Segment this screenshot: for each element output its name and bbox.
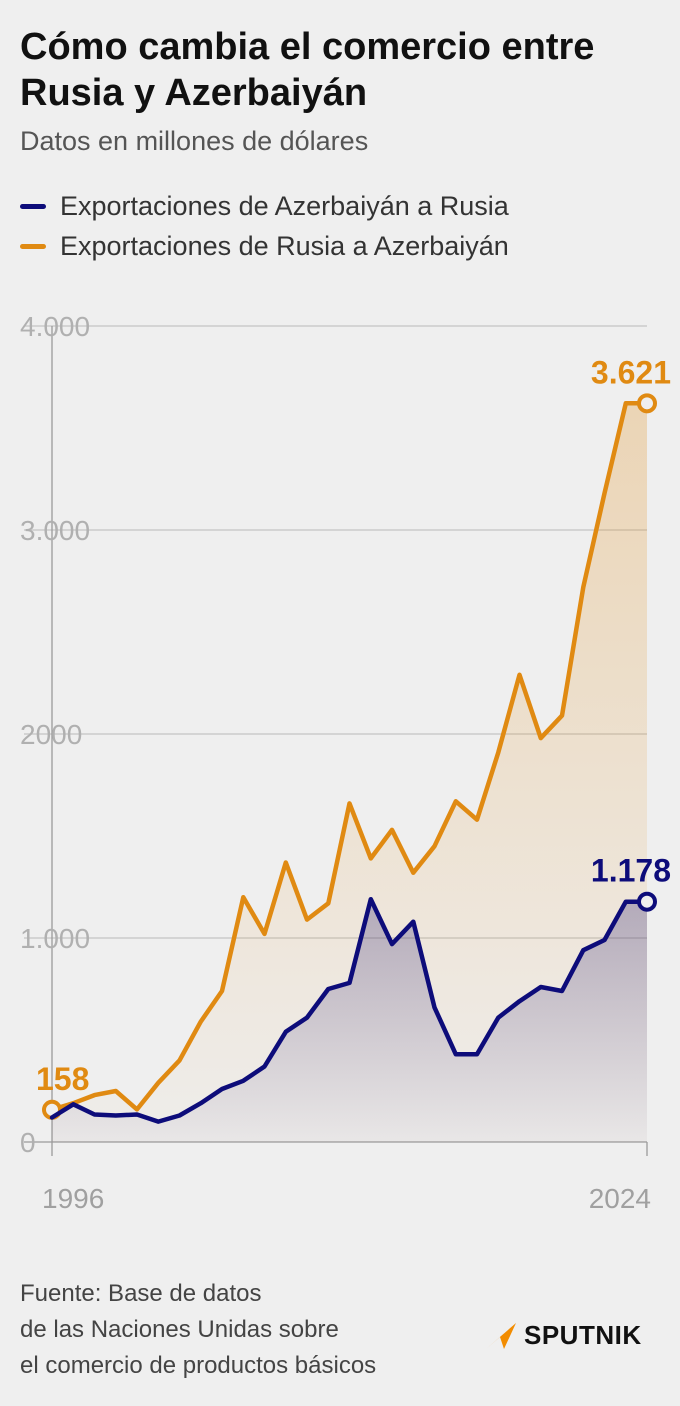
y-tick-label: 4.000 bbox=[20, 311, 90, 342]
source-note: Fuente: Base de datos de las Naciones Un… bbox=[20, 1276, 376, 1384]
sputnik-logo: SPUTNIK bbox=[484, 1320, 642, 1351]
legend-item-azerbaijan-exports: Exportaciones de Azerbaiyán a Rusia bbox=[20, 186, 509, 226]
series-end-marker-1 bbox=[639, 894, 655, 910]
chart-title: Cómo cambia el comercio entre Rusia y Az… bbox=[20, 24, 660, 116]
y-tick-label: 2000 bbox=[20, 719, 82, 750]
series-end-label-0: 3.621 bbox=[591, 354, 671, 390]
y-tick-label: 3.000 bbox=[20, 515, 90, 546]
chart-subtitle: Datos en millones de dólares bbox=[20, 126, 368, 157]
x-tick-label: 2024 bbox=[589, 1183, 651, 1214]
legend-label: Exportaciones de Azerbaiyán a Rusia bbox=[60, 191, 509, 222]
series-start-label-0: 158 bbox=[36, 1061, 89, 1097]
source-line: de las Naciones Unidas sobre bbox=[20, 1312, 376, 1348]
legend-swatch-orange bbox=[20, 244, 46, 249]
brand-name: SPUTNIK bbox=[524, 1320, 642, 1351]
series-end-label-1: 1.178 bbox=[591, 853, 671, 889]
area-layer bbox=[52, 403, 647, 1142]
series-end-marker-0 bbox=[639, 395, 655, 411]
y-tick-label: 1.000 bbox=[20, 923, 90, 954]
legend: Exportaciones de Azerbaiyán a Rusia Expo… bbox=[20, 186, 509, 266]
sputnik-arrow-icon bbox=[484, 1321, 518, 1351]
x-tick-label: 1996 bbox=[42, 1183, 104, 1214]
legend-item-russia-exports: Exportaciones de Rusia a Azerbaiyán bbox=[20, 226, 509, 266]
line-area-chart: 0 1.000 2000 3.000 4.000 1996 2024 3.621 158 1.17… bbox=[0, 300, 680, 1230]
y-tick-label: 0 bbox=[20, 1127, 36, 1158]
legend-label: Exportaciones de Rusia a Azerbaiyán bbox=[60, 231, 509, 262]
source-line: el comercio de productos básicos bbox=[20, 1348, 376, 1384]
source-line: Fuente: Base de datos bbox=[20, 1276, 376, 1312]
legend-swatch-navy bbox=[20, 204, 46, 209]
